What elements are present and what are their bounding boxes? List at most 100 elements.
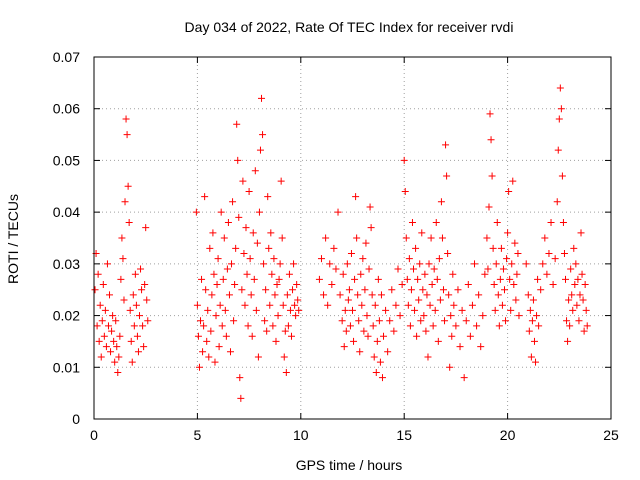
data-point	[367, 224, 375, 232]
data-point	[123, 131, 131, 139]
data-point	[525, 327, 533, 335]
data-point	[564, 337, 572, 345]
data-point	[376, 358, 384, 366]
axis-ticks	[93, 56, 612, 420]
data-point	[342, 327, 350, 335]
data-point	[433, 275, 441, 283]
data-point	[138, 286, 146, 294]
data-point	[276, 260, 284, 268]
data-point	[414, 275, 422, 283]
data-point	[131, 270, 139, 278]
data-point	[529, 296, 537, 304]
data-point	[358, 301, 366, 309]
data-point	[454, 286, 462, 294]
data-point	[205, 353, 213, 361]
data-point	[445, 291, 453, 299]
data-point	[315, 275, 323, 283]
data-point	[351, 275, 359, 283]
data-point	[416, 260, 424, 268]
data-point	[206, 244, 214, 252]
data-point	[278, 234, 286, 242]
data-point	[228, 260, 236, 268]
data-point	[140, 343, 148, 351]
data-point	[450, 301, 458, 309]
data-point	[557, 105, 565, 113]
data-point	[388, 286, 396, 294]
data-point	[458, 306, 466, 314]
y-tick-label: 0.03	[53, 256, 80, 272]
data-point	[468, 301, 476, 309]
data-point	[256, 146, 264, 154]
data-point	[386, 317, 394, 325]
data-point	[197, 317, 205, 325]
data-point	[573, 301, 581, 309]
data-point	[372, 368, 380, 376]
data-point	[200, 322, 208, 330]
data-point	[258, 94, 266, 102]
data-point	[347, 250, 355, 258]
data-point	[95, 337, 103, 345]
data-point	[277, 177, 285, 185]
data-point	[577, 229, 585, 237]
data-point	[574, 275, 582, 283]
data-point	[418, 229, 426, 237]
data-point	[245, 187, 253, 195]
data-point	[360, 327, 368, 335]
data-point	[242, 224, 250, 232]
data-point	[364, 332, 372, 340]
data-point	[471, 260, 479, 268]
data-point	[357, 270, 365, 278]
data-point	[211, 358, 219, 366]
data-point	[238, 286, 246, 294]
data-point	[486, 110, 494, 118]
data-point	[566, 322, 574, 330]
data-point	[345, 286, 353, 294]
data-point	[267, 229, 275, 237]
data-point	[231, 281, 239, 289]
data-point	[324, 301, 332, 309]
data-point	[513, 270, 521, 278]
data-point	[496, 275, 504, 283]
data-point	[284, 322, 292, 330]
data-point	[432, 218, 440, 226]
data-point	[224, 218, 232, 226]
data-point	[260, 260, 268, 268]
y-tick-label: 0.05	[53, 152, 80, 168]
data-point	[560, 250, 568, 258]
data-point	[236, 374, 244, 382]
data-point	[549, 281, 557, 289]
data-point	[103, 260, 111, 268]
data-point	[371, 301, 379, 309]
data-point	[112, 317, 120, 325]
data-point	[263, 327, 271, 335]
data-point	[493, 218, 501, 226]
data-point	[193, 301, 201, 309]
data-point	[510, 281, 518, 289]
data-point	[400, 156, 408, 164]
data-point	[363, 312, 371, 320]
data-point	[223, 265, 231, 273]
data-point	[269, 322, 277, 330]
data-point	[332, 265, 340, 273]
y-tick-label: 0.07	[53, 49, 80, 65]
data-point	[494, 291, 502, 299]
data-point	[441, 317, 449, 325]
data-point	[444, 250, 452, 258]
data-point	[579, 296, 587, 304]
data-point	[117, 275, 125, 283]
data-point	[221, 306, 229, 314]
data-point	[293, 281, 301, 289]
data-point	[362, 239, 370, 247]
data-point	[247, 291, 255, 299]
data-point	[252, 306, 260, 314]
data-point	[547, 218, 555, 226]
data-point	[398, 281, 406, 289]
data-point	[230, 317, 238, 325]
data-point	[508, 260, 516, 268]
data-point	[365, 265, 373, 273]
data-point	[129, 291, 137, 299]
data-point	[111, 358, 119, 366]
data-point	[235, 213, 243, 221]
data-point	[295, 306, 303, 314]
